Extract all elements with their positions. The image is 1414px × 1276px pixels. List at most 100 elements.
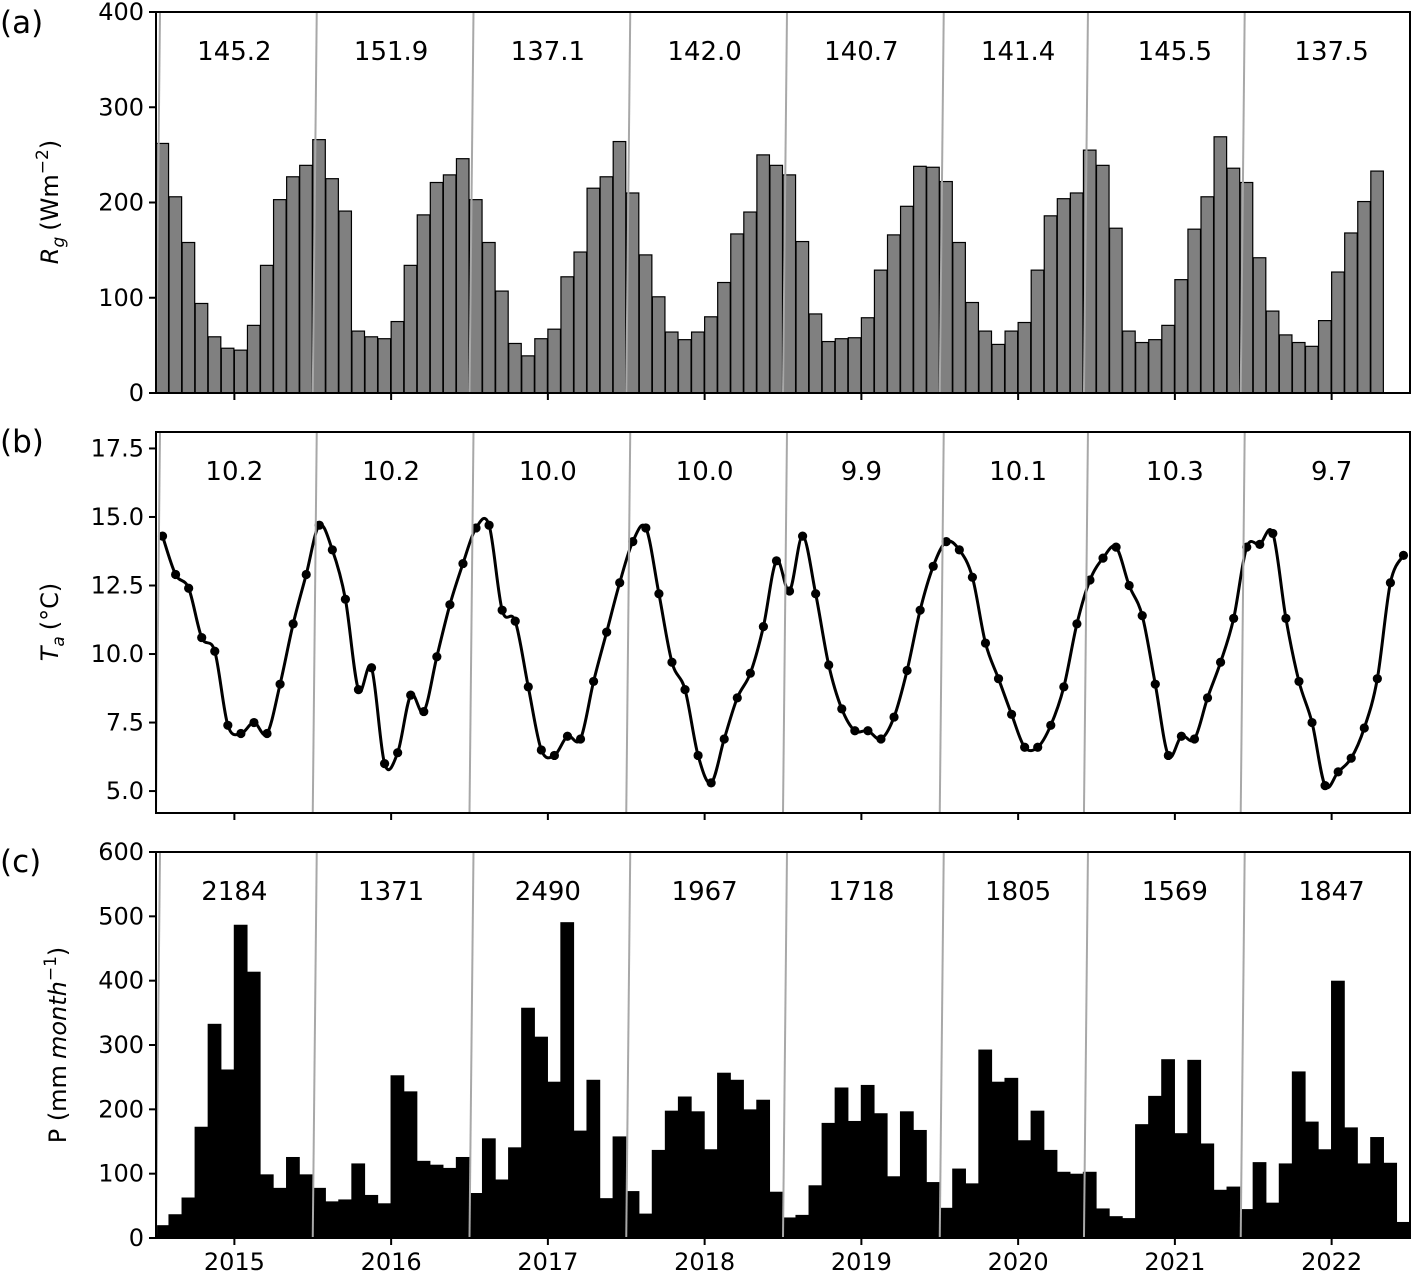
- radiation-bar-16: [364, 336, 379, 394]
- radiation-bar-33: [586, 187, 601, 394]
- precipitation-bar-42: [704, 1149, 718, 1239]
- radiation-bar-54: [860, 317, 875, 394]
- temperature-axes: 5.0 7.5 10.0 12.5 15.0 17.5: [91, 434, 1333, 820]
- xtick-label-2021: 2021: [1144, 1248, 1205, 1276]
- radiation-ytick-label-0: 0: [129, 379, 144, 407]
- temperature-line: [157, 516, 1409, 791]
- temperature-year-separator-2: [468, 431, 475, 814]
- radiation-ytick-label-1: 100: [98, 284, 144, 312]
- radiation-bar-2: [181, 241, 196, 394]
- radiation-bar-64: [991, 343, 1006, 394]
- temperature-year-separator-7: [1239, 431, 1246, 814]
- radiation-bar-92: [1357, 200, 1371, 394]
- panel-a-label: (a): [0, 5, 43, 41]
- radiation-bar-75: [1135, 341, 1149, 394]
- precipitation-ytick-label-5: 500: [98, 902, 144, 930]
- precipitation-bar-84: [1252, 1162, 1267, 1239]
- temperature-year-separator-4: [782, 431, 788, 814]
- precipitation-bar-27: [508, 1147, 522, 1239]
- radiation-bar-70: [1069, 192, 1084, 394]
- precipitation-bar-0: [155, 1225, 170, 1239]
- radiation-bar-90: [1331, 271, 1345, 394]
- radiation-bar-45: [743, 211, 757, 394]
- temperature-year-separators: [155, 431, 1246, 814]
- radiation-year-separator-7: [1239, 11, 1246, 394]
- temperature-year-separator-1: [311, 431, 318, 814]
- precipitation-annual-value-0: 2184: [201, 877, 267, 907]
- radiation-bar-66: [1017, 321, 1032, 394]
- radiation-bar-85: [1265, 310, 1280, 394]
- precipitation-bar-92: [1357, 1163, 1371, 1239]
- precipitation-bar-33: [586, 1079, 601, 1239]
- precipitation-bar-51: [821, 1122, 836, 1239]
- radiation-bar-86: [1278, 334, 1293, 394]
- precipitation-bar-72: [1095, 1208, 1110, 1239]
- temperature-point-70: [1072, 619, 1082, 629]
- temperature-point-60: [941, 537, 951, 547]
- temperature-point-77: [1163, 750, 1173, 761]
- precipitation-ytick-label-0: 0: [129, 1224, 144, 1252]
- panel-b-frame: [155, 431, 1411, 814]
- panel-b-temperature-chart: 10.2 10.2 10.0 10.0 9.9 10.1 10.3 9.7 5.0 7.5 10.…: [0, 424, 1411, 820]
- temperature-point-73: [1111, 542, 1121, 552]
- precipitation-bar-65: [1004, 1077, 1019, 1239]
- radiation-bar-38: [651, 296, 666, 394]
- radiation-ytick-label-3: 300: [98, 93, 144, 121]
- precipitation-bar-37: [638, 1213, 653, 1239]
- radiation-bar-44: [730, 233, 744, 394]
- precipitation-bar-73: [1108, 1216, 1123, 1239]
- radiation-bar-80: [1200, 196, 1215, 394]
- temperature-point-87: [1294, 676, 1304, 687]
- precipitation-bar-40: [677, 1096, 692, 1239]
- temperature-point-40: [680, 685, 690, 695]
- temperature-point-65: [1006, 709, 1017, 719]
- xtick-label-2020: 2020: [988, 1248, 1049, 1276]
- precipitation-bar-79: [1187, 1059, 1202, 1239]
- precipitation-ytick-label-2: 200: [98, 1095, 144, 1123]
- precipitation-bar-41: [690, 1111, 705, 1239]
- temperature-point-29: [536, 745, 546, 755]
- precipitation-bar-80: [1200, 1143, 1215, 1239]
- radiation-annual-value-2: 137.1: [511, 37, 585, 67]
- radiation-bar-69: [1056, 198, 1071, 394]
- radiation-bar-14: [338, 210, 353, 394]
- radiation-bar-9: [272, 199, 287, 394]
- temperature-point-1: [170, 569, 181, 580]
- temperature-point-28: [523, 682, 533, 692]
- temperature-ytick-label-4: 15.0: [91, 503, 144, 531]
- radiation-bar-65: [1004, 330, 1019, 394]
- radiation-year-separator-1: [311, 11, 318, 394]
- radiation-bar-21: [429, 181, 444, 394]
- temperature-point-93: [1372, 674, 1382, 684]
- temperature-point-48: [784, 586, 795, 596]
- radiation-bar-57: [899, 205, 914, 394]
- precipitation-bar-3: [194, 1126, 209, 1239]
- precipitation-annual-value-7: 1847: [1299, 877, 1365, 907]
- precipitation-annual-value-4: 1718: [828, 877, 894, 907]
- precipitation-bar-60: [939, 1207, 953, 1239]
- temperature-point-71: [1085, 575, 1095, 585]
- radiation-annual-value-3: 142.0: [667, 37, 741, 67]
- xtick-label-2017: 2017: [517, 1248, 578, 1276]
- precipitation-bar-18: [390, 1075, 405, 1239]
- radiation-bar-74: [1122, 330, 1136, 394]
- radiation-bar-81: [1213, 136, 1228, 394]
- precipitation-bar-44: [730, 1079, 744, 1239]
- temperature-point-19: [406, 690, 416, 700]
- radiation-bar-67: [1030, 269, 1045, 394]
- radiation-year-separator-4: [782, 11, 788, 394]
- radiation-year-separator-2: [468, 11, 475, 394]
- radiation-bar-72: [1095, 164, 1110, 394]
- precipitation-bar-19: [403, 1091, 418, 1239]
- radiation-annual-value-6: 145.5: [1138, 37, 1212, 67]
- temperature-point-13: [327, 545, 337, 555]
- precipitation-bar-9: [272, 1187, 287, 1239]
- temperature-ylabel-subscript: a: [49, 636, 69, 646]
- radiation-year-separator-6: [1082, 11, 1089, 394]
- precipitation-bar-11: [299, 1174, 313, 1239]
- precipitation-year-separator-6: [1082, 851, 1089, 1239]
- precipitation-bar-13: [325, 1201, 339, 1239]
- precipitation-ytick-label-3: 300: [98, 1031, 144, 1059]
- precipitation-bar-77: [1161, 1059, 1175, 1239]
- radiation-bar-56: [886, 234, 901, 394]
